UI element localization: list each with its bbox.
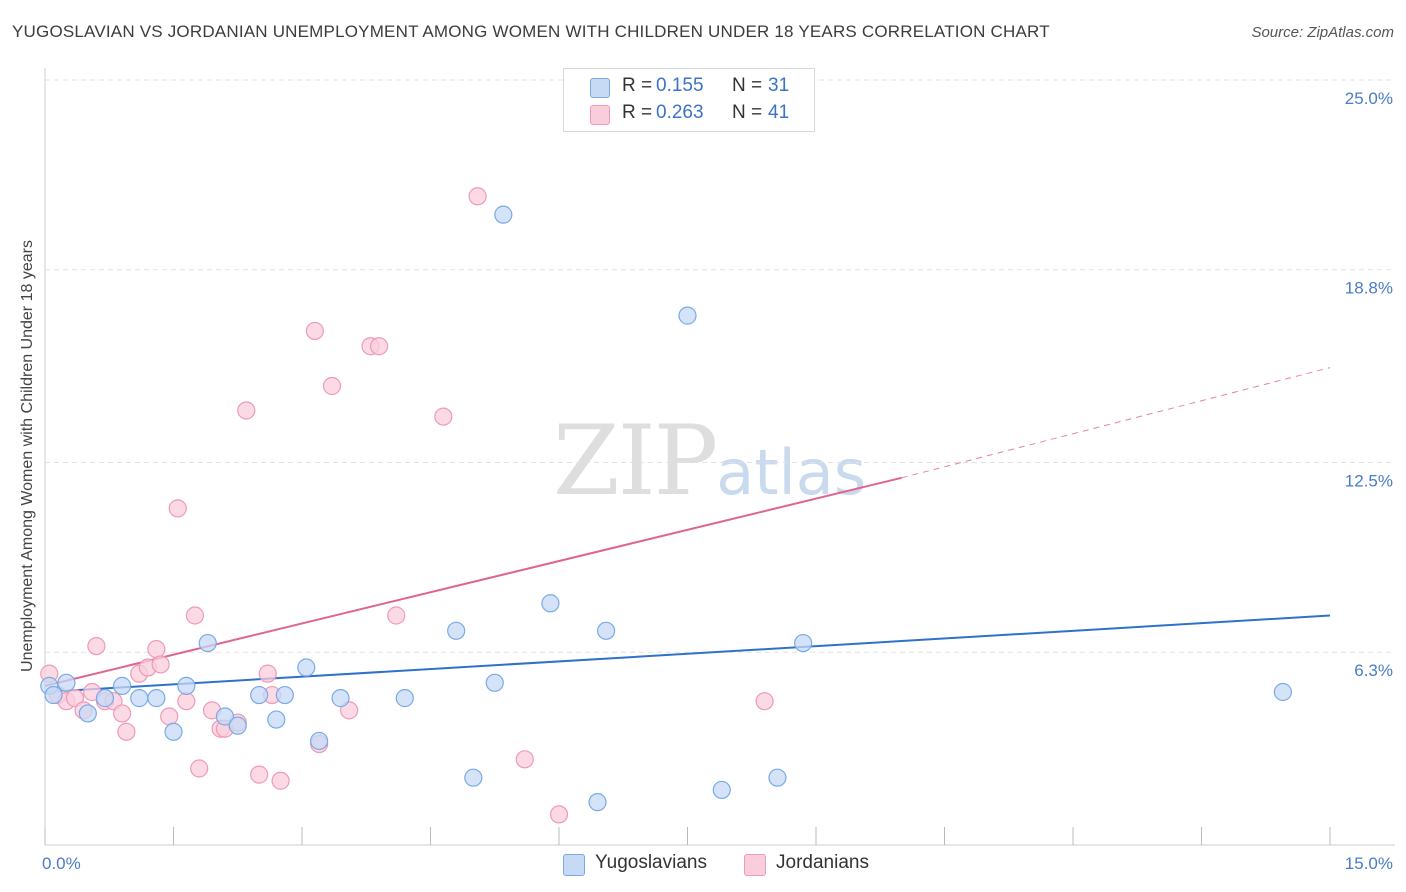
legend-n-label: N = bbox=[732, 75, 763, 96]
x-tick-label-max: 15.0% bbox=[1345, 854, 1393, 873]
point-jordanians bbox=[434, 407, 453, 426]
legend-label-yugoslavians: Yugoslavians bbox=[595, 852, 707, 873]
point-jordanians bbox=[147, 640, 166, 659]
trend-line-yugoslavians bbox=[44, 614, 1331, 693]
point-yugoslavians bbox=[712, 780, 731, 800]
point-yugoslavians bbox=[678, 306, 697, 325]
watermark: ZIPatlas bbox=[553, 405, 866, 517]
point-jordanians bbox=[177, 692, 196, 711]
source-label: Source: ZipAtlas.com bbox=[1251, 24, 1394, 41]
point-jordanians bbox=[370, 337, 389, 356]
point-yugoslavians bbox=[164, 722, 183, 741]
legend-r-value: 0.263 bbox=[656, 102, 704, 123]
legend-n-label: N = bbox=[732, 102, 763, 123]
point-jordanians bbox=[112, 704, 132, 723]
point-jordanians bbox=[250, 765, 269, 784]
point-yugoslavians bbox=[297, 658, 316, 677]
trend-line-jordanians bbox=[44, 476, 902, 687]
point-yugoslavians bbox=[147, 689, 166, 708]
legend-swatch-blue bbox=[590, 78, 610, 98]
point-jordanians bbox=[549, 805, 569, 824]
point-jordanians bbox=[515, 750, 534, 769]
point-yugoslavians bbox=[447, 621, 466, 640]
grid bbox=[45, 79, 1395, 653]
legend-label-jordanians: Jordanians bbox=[776, 852, 869, 873]
point-jordanians bbox=[185, 606, 205, 625]
legend-swatch-pink bbox=[744, 854, 766, 876]
point-yugoslavians bbox=[597, 621, 616, 640]
point-jordanians bbox=[151, 655, 170, 674]
legend-r-label: R = bbox=[622, 102, 653, 123]
point-jordanians bbox=[190, 759, 209, 778]
point-jordanians bbox=[168, 499, 187, 518]
trend-line-jordanians-extension bbox=[901, 367, 1331, 479]
watermark-zip: ZIP bbox=[553, 405, 718, 517]
point-jordanians bbox=[468, 187, 487, 206]
y-tick-label: 12.5% bbox=[1345, 472, 1393, 491]
point-jordanians bbox=[117, 722, 136, 741]
point-jordanians bbox=[237, 401, 256, 420]
correlation-legend: R = 0.155 N = 31 R = 0.263 N = 41 bbox=[563, 68, 815, 132]
legend-swatch-pink bbox=[590, 105, 610, 125]
data-points bbox=[40, 187, 1292, 824]
point-yugoslavians bbox=[331, 689, 350, 708]
legend-swatch-blue bbox=[563, 854, 585, 876]
point-yugoslavians bbox=[228, 716, 247, 735]
point-jordanians bbox=[305, 321, 324, 341]
point-yugoslavians bbox=[130, 689, 149, 708]
point-yugoslavians bbox=[57, 673, 76, 692]
axes bbox=[44, 68, 1395, 846]
point-yugoslavians bbox=[588, 793, 607, 812]
legend-n-value: 31 bbox=[768, 75, 790, 96]
y-tick-label: 25.0% bbox=[1345, 89, 1393, 108]
legend-r-label: R = bbox=[622, 75, 653, 96]
watermark-atlas: atlas bbox=[716, 436, 867, 509]
legend-r-value: 0.155 bbox=[656, 75, 704, 96]
point-yugoslavians bbox=[395, 689, 414, 708]
legend-n-value: 41 bbox=[768, 102, 790, 123]
x-tick-label-min: 0.0% bbox=[42, 854, 81, 873]
point-yugoslavians bbox=[1273, 682, 1292, 702]
point-yugoslavians bbox=[250, 685, 269, 705]
point-yugoslavians bbox=[198, 633, 217, 653]
point-yugoslavians bbox=[215, 707, 234, 726]
y-tick-label: 6.3% bbox=[1354, 661, 1393, 680]
point-yugoslavians bbox=[267, 710, 286, 729]
point-jordanians bbox=[322, 376, 342, 396]
point-yugoslavians bbox=[275, 685, 294, 705]
point-jordanians bbox=[258, 664, 277, 683]
point-jordanians bbox=[755, 692, 774, 711]
point-jordanians bbox=[271, 771, 290, 790]
point-yugoslavians bbox=[541, 594, 560, 613]
point-jordanians bbox=[87, 636, 106, 656]
point-yugoslavians bbox=[768, 768, 787, 787]
point-yugoslavians bbox=[794, 633, 813, 653]
point-yugoslavians bbox=[310, 731, 329, 751]
point-yugoslavians bbox=[112, 676, 132, 695]
trend-lines bbox=[44, 367, 1331, 693]
point-yugoslavians bbox=[78, 704, 97, 723]
point-yugoslavians bbox=[95, 689, 115, 708]
point-yugoslavians bbox=[177, 676, 196, 695]
point-jordanians bbox=[160, 707, 179, 726]
point-yugoslavians bbox=[494, 205, 513, 224]
point-yugoslavians bbox=[464, 768, 483, 787]
chart-title: YUGOSLAVIAN VS JORDANIAN UNEMPLOYMENT AM… bbox=[12, 22, 1050, 41]
point-jordanians bbox=[387, 606, 406, 625]
point-yugoslavians bbox=[485, 673, 504, 692]
point-yugoslavians bbox=[44, 685, 63, 705]
tick-labels: 6.3% 12.5% 18.8% 25.0% 0.0% 15.0% bbox=[42, 89, 1393, 873]
y-tick-label: 18.8% bbox=[1345, 279, 1393, 298]
